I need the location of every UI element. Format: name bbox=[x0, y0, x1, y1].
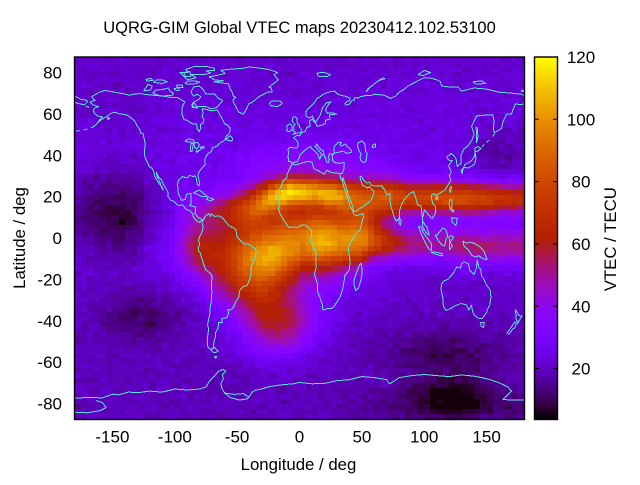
svg-text:Latitude / deg: Latitude / deg bbox=[10, 187, 29, 289]
svg-text:40: 40 bbox=[572, 297, 591, 316]
svg-text:100: 100 bbox=[410, 427, 438, 446]
svg-text:40: 40 bbox=[43, 146, 62, 165]
svg-text:-40: -40 bbox=[37, 312, 62, 331]
svg-text:-80: -80 bbox=[37, 395, 62, 414]
svg-text:80: 80 bbox=[572, 173, 591, 192]
svg-text:-60: -60 bbox=[37, 353, 62, 372]
svg-text:0: 0 bbox=[295, 427, 304, 446]
svg-text:50: 50 bbox=[352, 427, 371, 446]
svg-text:80: 80 bbox=[43, 64, 62, 83]
svg-text:VTEC / TECU: VTEC / TECU bbox=[601, 187, 620, 291]
svg-text:-150: -150 bbox=[95, 427, 129, 446]
svg-text:150: 150 bbox=[472, 427, 500, 446]
svg-text:-50: -50 bbox=[225, 427, 250, 446]
svg-text:20: 20 bbox=[43, 188, 62, 207]
svg-text:UQRG-GIM Global VTEC maps 2023: UQRG-GIM Global VTEC maps 20230412.102.5… bbox=[103, 19, 496, 37]
svg-text:-100: -100 bbox=[158, 427, 192, 446]
svg-text:0: 0 bbox=[53, 229, 62, 248]
svg-text:60: 60 bbox=[572, 235, 591, 254]
svg-text:100: 100 bbox=[567, 110, 595, 129]
svg-text:20: 20 bbox=[572, 360, 591, 379]
svg-text:Longitude / deg: Longitude / deg bbox=[241, 455, 357, 474]
svg-text:120: 120 bbox=[567, 48, 595, 67]
svg-text:-20: -20 bbox=[37, 271, 62, 290]
svg-text:60: 60 bbox=[43, 105, 62, 124]
